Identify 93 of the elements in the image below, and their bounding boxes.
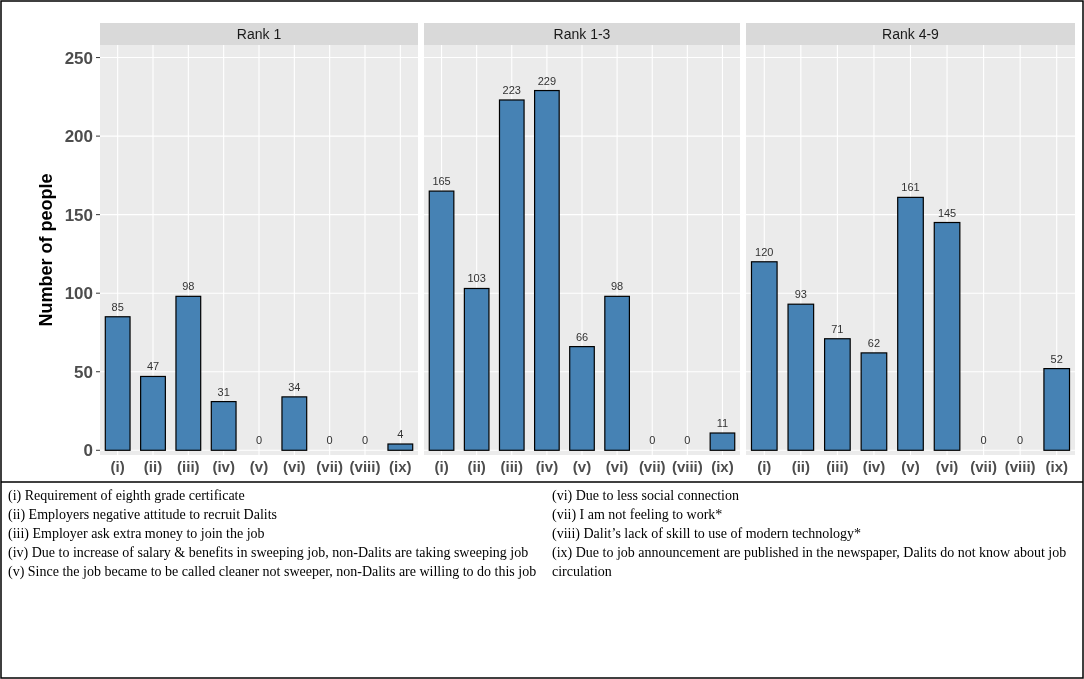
- bar: [787, 303, 815, 451]
- y-tick-label: 0: [83, 441, 93, 461]
- x-tick-label: (viii): [671, 458, 703, 475]
- x-tick-label: (ii): [143, 458, 163, 475]
- data-label: 0: [255, 434, 263, 447]
- text: (viii) Dalit’s lack of skill to use of modern technology*: [552, 526, 862, 542]
- data-label: 229: [537, 74, 557, 87]
- x-tick-label: (v): [901, 458, 920, 475]
- data-label: 66: [575, 330, 589, 343]
- bar: [823, 338, 851, 451]
- x-tick-label: (iv): [862, 458, 886, 475]
- data-label: 31: [217, 385, 230, 398]
- x-tick-label: (i): [434, 458, 449, 475]
- data-label: 4: [397, 428, 404, 440]
- x-tick-label: (i): [757, 458, 772, 475]
- x-tick-label: (iii): [500, 458, 524, 475]
- bar: [709, 432, 736, 451]
- bar: [387, 443, 414, 451]
- data-label: 85: [111, 300, 124, 313]
- data-label: 103: [467, 272, 486, 285]
- data-label: 71: [831, 322, 844, 335]
- bar: [860, 352, 888, 451]
- data-label: 98: [182, 280, 195, 293]
- text: (iv) Due to increase of salary & benefits in sweeping job, non-Dalits are taking sweeping job: [8, 545, 529, 561]
- text: (v) Since the job became to be called cleaner not sweeper, non-Dalits are willing to do this job: [8, 564, 537, 580]
- x-tick-label: (vii): [638, 458, 666, 475]
- x-tick-label: (vi): [935, 458, 959, 475]
- x-tick-label: (i): [110, 458, 125, 475]
- text: (vii) I am not feeling to work*: [552, 507, 723, 523]
- text: (ix) Due to job announcement are published in the newspaper, Dalits do not know about job circulation: [552, 545, 1067, 579]
- bar: [463, 287, 490, 451]
- bar: [933, 221, 961, 451]
- y-tick-label: 200: [64, 127, 93, 147]
- data-label: 93: [794, 288, 807, 301]
- x-tick-label: (ii): [791, 458, 810, 475]
- data-label: 120: [755, 245, 774, 258]
- bar: [897, 196, 924, 451]
- data-label: 98: [610, 280, 624, 293]
- bar: [569, 346, 595, 451]
- y-tick-label: 100: [64, 284, 93, 304]
- bar: [104, 316, 131, 451]
- x-tick-label: (iv): [535, 458, 559, 475]
- data-label: 0: [980, 434, 987, 447]
- x-tick-label: (ii): [467, 458, 486, 475]
- data-label: 0: [649, 434, 656, 447]
- x-tick-label: (vi): [605, 458, 629, 475]
- y-tick-label: 250: [64, 48, 93, 68]
- data-label: 0: [1017, 434, 1024, 447]
- x-tick-label: (iii): [177, 458, 200, 475]
- data-label: 34: [288, 380, 301, 393]
- chart-title: Rank 1: [236, 26, 282, 42]
- x-tick-label: (vii): [970, 458, 997, 475]
- data-label: 0: [361, 434, 369, 447]
- x-tick-label: (ix): [1045, 458, 1068, 475]
- data-label: 145: [937, 206, 957, 219]
- x-tick-label: (ix): [389, 458, 412, 475]
- x-tick-label: (viii): [1004, 458, 1036, 475]
- data-label: 52: [1050, 352, 1063, 365]
- x-tick-label: (v): [572, 458, 592, 475]
- bar: [210, 400, 237, 451]
- y-tick-label: 150: [64, 205, 93, 225]
- y-tick-label: 50: [74, 362, 93, 382]
- data-label: 62: [867, 336, 881, 349]
- x-tick-label: (viii): [349, 458, 381, 475]
- bar: [498, 99, 525, 451]
- bar: [428, 190, 455, 451]
- bar: [1043, 368, 1071, 451]
- bar: [750, 261, 778, 451]
- bar: [175, 295, 202, 451]
- text: (vi) Due to less social connection: [552, 488, 740, 504]
- x-tick-label: (v): [249, 458, 269, 475]
- data-label: 223: [502, 83, 521, 96]
- data-label: 0: [684, 434, 691, 447]
- text: (iii) Employer ask extra money to join the job: [8, 526, 265, 542]
- x-tick-label: (iv): [212, 458, 235, 475]
- data-label: 11: [716, 417, 729, 430]
- y-axis-title: Number of people: [36, 173, 56, 327]
- bar: [140, 375, 166, 451]
- x-tick-label: (vi): [283, 458, 306, 475]
- bar: [281, 396, 308, 451]
- chart-title: Rank 1-3: [553, 26, 611, 42]
- chart-title: Rank 4-9: [882, 26, 940, 42]
- data-label: 47: [146, 360, 160, 373]
- text: (ii) Employers negative attitude to recruit Dalits: [8, 507, 278, 523]
- bar: [604, 295, 630, 451]
- data-label: 161: [901, 181, 920, 194]
- data-label: 165: [432, 175, 451, 188]
- text: (i) Requirement of eighth grade certificate: [8, 488, 245, 504]
- bar: [534, 89, 560, 451]
- x-tick-label: (iii): [826, 458, 849, 475]
- data-label: 0: [326, 434, 333, 447]
- x-tick-label: (ix): [711, 458, 734, 475]
- x-tick-label: (vii): [316, 458, 343, 475]
